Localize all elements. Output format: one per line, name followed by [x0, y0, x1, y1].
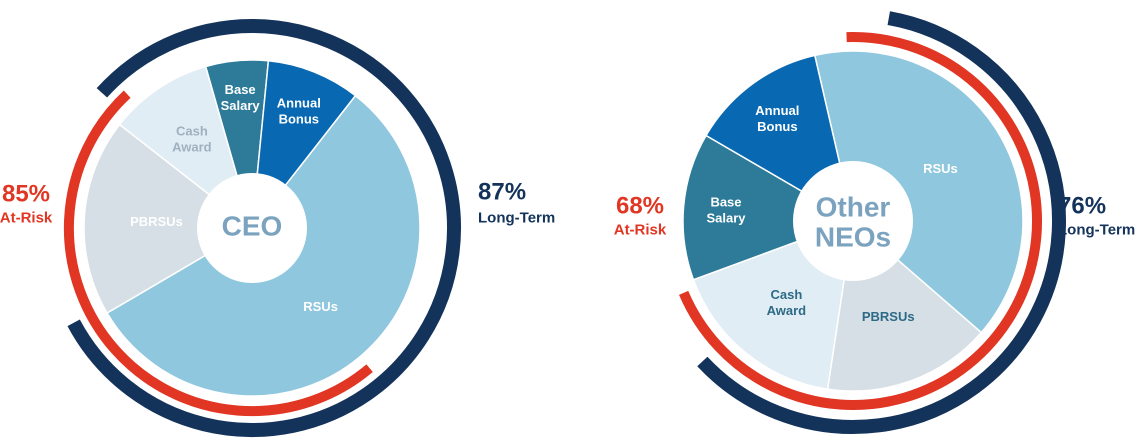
slice-label: Award [172, 139, 212, 154]
pie-slice-base-salary [682, 134, 855, 281]
long-term-arc [697, 11, 1066, 434]
slice-label: Base [225, 82, 256, 97]
long-term-pct: 76% [1058, 193, 1106, 220]
long-term-label: Long-Term [478, 210, 555, 227]
slice-label: Cash [176, 123, 208, 138]
center-label: CEO [222, 211, 283, 242]
slice-label: Annual [277, 96, 321, 111]
slice-label: Bonus [757, 119, 797, 134]
center-label: NEOs [815, 222, 891, 253]
pie-slice-pbrsus [83, 123, 254, 315]
center-hole [793, 161, 913, 281]
slice-label: RSUs [303, 299, 338, 314]
long-term-label: Long-Term [1058, 222, 1135, 239]
slice-label: Annual [755, 103, 799, 118]
slice-label: Salary [221, 98, 261, 113]
slice-label: Award [767, 303, 807, 318]
slice-label: PBRSUs [862, 309, 915, 324]
at-risk-label: At-Risk [0, 210, 53, 227]
slice-label: RSUs [923, 161, 958, 176]
slice-label: Base [710, 194, 741, 209]
at-risk-pct: 85% [2, 181, 50, 208]
at-risk-arc [679, 32, 1042, 410]
slice-label: Cash [770, 287, 802, 302]
long-term-arc [67, 19, 461, 437]
center-label: Other [816, 192, 891, 223]
pie-slice-rsus [813, 50, 1024, 334]
slice-label: Bonus [279, 112, 319, 127]
long-term-pct: 87% [478, 179, 526, 206]
center-hole [197, 173, 307, 283]
slice-label: Salary [706, 210, 746, 225]
at-risk-pct: 68% [616, 193, 664, 220]
at-risk-label: At-Risk [614, 222, 667, 239]
slice-label: PBRSUs [130, 214, 183, 229]
at-risk-arc [63, 90, 373, 417]
